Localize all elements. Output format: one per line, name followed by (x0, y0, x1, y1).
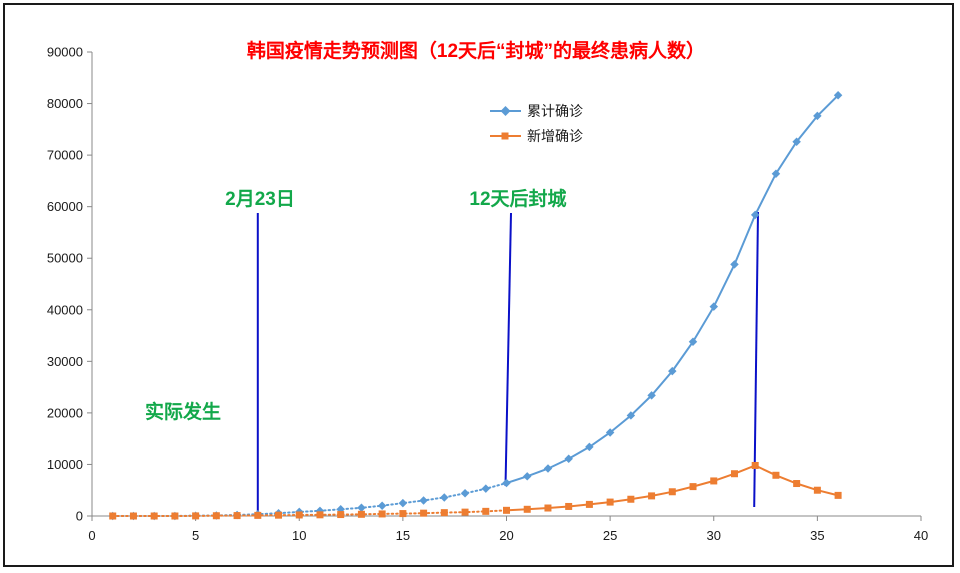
x-tick-label: 15 (396, 528, 410, 543)
data-point-new (461, 508, 469, 516)
series-line-projected (506, 464, 839, 512)
chart-frame (3, 3, 954, 567)
x-tick-label: 30 (707, 528, 721, 543)
data-point-cumulative (377, 501, 387, 510)
data-point-cumulative (585, 442, 594, 452)
legend-label-new: 新增确诊 (527, 128, 583, 144)
data-point-new (337, 511, 345, 519)
data-point-cumulative (357, 503, 366, 513)
y-tick-label: 30000 (47, 354, 83, 369)
data-point-cumulative (709, 302, 719, 311)
data-point-new (420, 509, 428, 517)
data-point-new (772, 471, 780, 479)
data-point-cumulative (668, 366, 677, 376)
data-point-new (357, 510, 365, 518)
data-point-cumulative (626, 411, 636, 420)
data-point-new (150, 512, 158, 520)
x-tick-label: 35 (810, 528, 824, 543)
axes (87, 51, 922, 521)
data-point-new (730, 470, 738, 478)
data-point-new (668, 488, 676, 496)
data-point-new (710, 477, 718, 485)
annotation-line-lockdown (504, 212, 512, 487)
data-point-new (275, 511, 283, 519)
y-tick-labels: 0 10000 20000 30000 40000 50000 60000 70000 8000… (47, 45, 83, 524)
x-tick-label: 20 (499, 528, 513, 543)
data-point-new (648, 492, 656, 500)
data-point-new (129, 512, 137, 520)
legend-label-cumulative: 累计确诊 (527, 103, 583, 119)
data-point-cumulative (419, 496, 428, 505)
data-point-new (171, 512, 179, 520)
annotation-date: 2月23日 (225, 189, 295, 210)
x-tick-label: 40 (914, 528, 928, 543)
data-point-cumulative (564, 454, 573, 464)
data-point-new (565, 502, 573, 510)
legend-marker-new (501, 132, 509, 140)
data-point-new (689, 483, 697, 491)
data-point-new (585, 500, 593, 508)
data-point-new (212, 512, 220, 520)
annotation-line-peak (753, 211, 759, 508)
data-point-cumulative (440, 493, 449, 502)
data-point-cumulative (730, 260, 739, 269)
y-tick-label: 60000 (47, 199, 83, 214)
data-point-cumulative (398, 498, 408, 508)
data-point-new (523, 505, 531, 513)
data-point-new (606, 498, 614, 506)
x-tick-labels: 0 5 10 15 20 25 30 35 40 (88, 528, 928, 543)
data-point-cumulative (522, 472, 532, 481)
data-point-new (544, 504, 552, 512)
data-point-new (793, 480, 801, 488)
data-point-cumulative (792, 137, 801, 146)
legend: 累计确诊 新增确诊 (490, 103, 583, 144)
annotation-actual: 实际发生 (145, 400, 221, 423)
y-tick-label: 50000 (47, 251, 83, 266)
y-tick-label: 20000 (47, 405, 83, 420)
data-point-new (834, 491, 842, 499)
y-tick-label: 10000 (47, 457, 83, 472)
data-point-new (482, 507, 490, 515)
data-point-cumulative (605, 428, 615, 437)
data-point-new (233, 512, 241, 520)
data-point-new (295, 511, 303, 519)
legend-marker-cumulative (500, 106, 511, 116)
data-point-new (813, 486, 821, 494)
data-point-new (440, 509, 448, 517)
data-point-cumulative (502, 478, 511, 488)
data-point-new (192, 512, 200, 520)
x-tick-label: 0 (88, 528, 95, 543)
data-point-cumulative (750, 210, 760, 220)
y-tick-label: 40000 (47, 302, 83, 317)
annotation-lines (256, 211, 759, 513)
data-point-cumulative (543, 464, 553, 473)
data-point-new (399, 510, 407, 518)
data-point-new (254, 511, 262, 519)
data-point-new (503, 506, 510, 514)
x-tick-label: 10 (292, 528, 306, 543)
data-point-new (316, 511, 324, 519)
x-tick-label: 5 (192, 528, 199, 543)
y-tick-label: 80000 (47, 96, 83, 111)
data-point-new (378, 510, 386, 518)
data-point-cumulative (460, 489, 470, 498)
plot-area (108, 91, 843, 521)
x-tick-label: 25 (603, 528, 617, 543)
y-tick-label: 0 (76, 509, 83, 524)
data-point-cumulative (481, 484, 491, 493)
series-line-projected (506, 94, 839, 484)
annotation-lockdown: 12天后封城 (469, 187, 566, 210)
data-point-new (109, 512, 117, 520)
data-point-new (627, 495, 635, 503)
data-point-new (751, 461, 759, 469)
y-tick-label: 90000 (47, 45, 83, 60)
y-tick-label: 70000 (47, 148, 83, 163)
data-point-cumulative (647, 391, 656, 400)
data-point-cumulative (813, 111, 822, 121)
chart-title: 韩国疫情走势预测图（12天后“封城”的最终患病人数） (247, 39, 705, 62)
